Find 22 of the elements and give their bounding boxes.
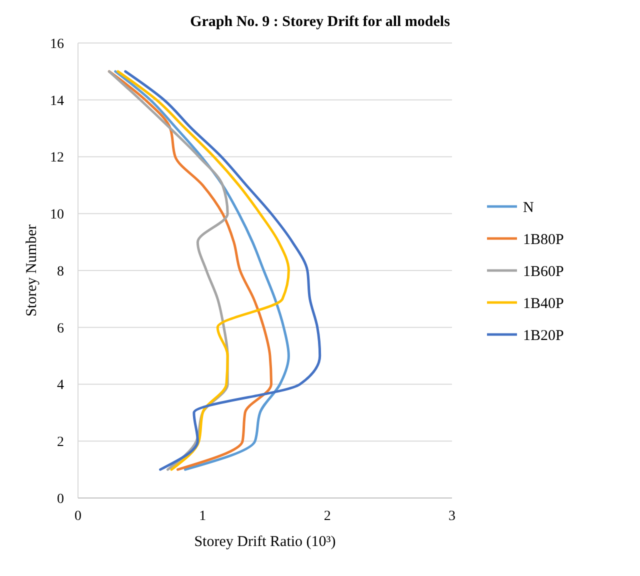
x-tick-label: 3 bbox=[448, 509, 456, 524]
y-tick-label: 2 bbox=[57, 435, 64, 450]
legend-label: 1B60P bbox=[523, 264, 564, 280]
x-tick-label: 0 bbox=[74, 509, 82, 524]
y-tick-label: 8 bbox=[57, 264, 64, 280]
y-tick-label: 0 bbox=[57, 492, 64, 507]
chart-title: Graph No. 9 : Storey Drift for all models bbox=[190, 14, 450, 30]
y-tick-label: 14 bbox=[50, 94, 64, 109]
x-tick-label: 1 bbox=[199, 509, 206, 524]
y-tick-label: 10 bbox=[50, 208, 64, 223]
line-series bbox=[124, 70, 322, 471]
y-tick-label: 16 bbox=[50, 36, 64, 52]
x-axis-title: Storey Drift Ratio (10³) bbox=[194, 534, 336, 550]
legend-label: N bbox=[523, 200, 534, 216]
x-tick-label: 2 bbox=[324, 509, 331, 524]
y-tick-label: 12 bbox=[50, 150, 64, 166]
legend-label: 1B80P bbox=[523, 232, 564, 248]
y-axis-title: Storey Number bbox=[24, 224, 40, 317]
legend-label: 1B40P bbox=[523, 296, 564, 312]
y-tick-label: 6 bbox=[57, 321, 64, 336]
legend-label: 1B20P bbox=[523, 328, 564, 344]
y-tick-label: 4 bbox=[57, 378, 64, 394]
